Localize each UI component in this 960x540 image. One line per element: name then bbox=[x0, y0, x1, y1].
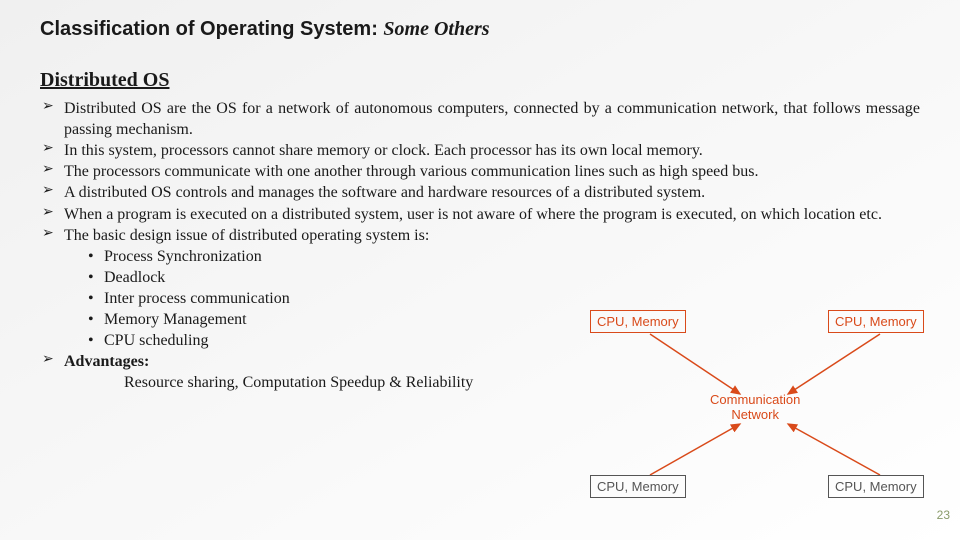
advantages-text: Resource sharing, Computation Speedup & … bbox=[124, 372, 580, 393]
diagram-node: CPU, Memory bbox=[590, 475, 686, 498]
diagram-center-label: CommunicationNetwork bbox=[710, 392, 800, 422]
section-heading: Distributed OS bbox=[40, 69, 920, 92]
network-diagram: CPU, Memory CPU, Memory CPU, Memory CPU, Me… bbox=[580, 300, 940, 510]
bullet-item: Distributed OS are the OS for a network … bbox=[40, 98, 920, 140]
sub-bullet-item: Deadlock bbox=[86, 267, 580, 288]
diagram-node: CPU, Memory bbox=[828, 310, 924, 333]
bullet-item: The processors communicate with one anot… bbox=[40, 161, 920, 182]
bullet-item: The basic design issue of distributed op… bbox=[40, 225, 580, 352]
diagram-node: CPU, Memory bbox=[590, 310, 686, 333]
slide: Classification of Operating System: Some… bbox=[0, 0, 960, 540]
bullet-text: The basic design issue of distributed op… bbox=[64, 227, 429, 244]
sub-bullet-item: Memory Management bbox=[86, 309, 580, 330]
bullet-item: When a program is executed on a distribu… bbox=[40, 204, 920, 225]
bullet-item: A distributed OS controls and manages th… bbox=[40, 182, 920, 203]
sub-bullet-item: CPU scheduling bbox=[86, 330, 580, 351]
sub-bullet-item: Process Synchronization bbox=[86, 246, 580, 267]
bullet-item: In this system, processors cannot share … bbox=[40, 140, 920, 161]
diagram-node: CPU, Memory bbox=[828, 475, 924, 498]
sub-bullet-list: Process Synchronization Deadlock Inter p… bbox=[86, 246, 580, 352]
title-main: Classification of Operating System: bbox=[40, 18, 378, 40]
sub-bullet-item: Inter process communication bbox=[86, 288, 580, 309]
bullet-item-advantages: Advantages: Resource sharing, Computatio… bbox=[40, 351, 580, 393]
page-title: Classification of Operating System: Some… bbox=[40, 18, 920, 41]
advantages-label: Advantages: bbox=[64, 353, 149, 370]
page-number: 23 bbox=[937, 508, 950, 522]
title-italic: Some Others bbox=[383, 18, 489, 40]
